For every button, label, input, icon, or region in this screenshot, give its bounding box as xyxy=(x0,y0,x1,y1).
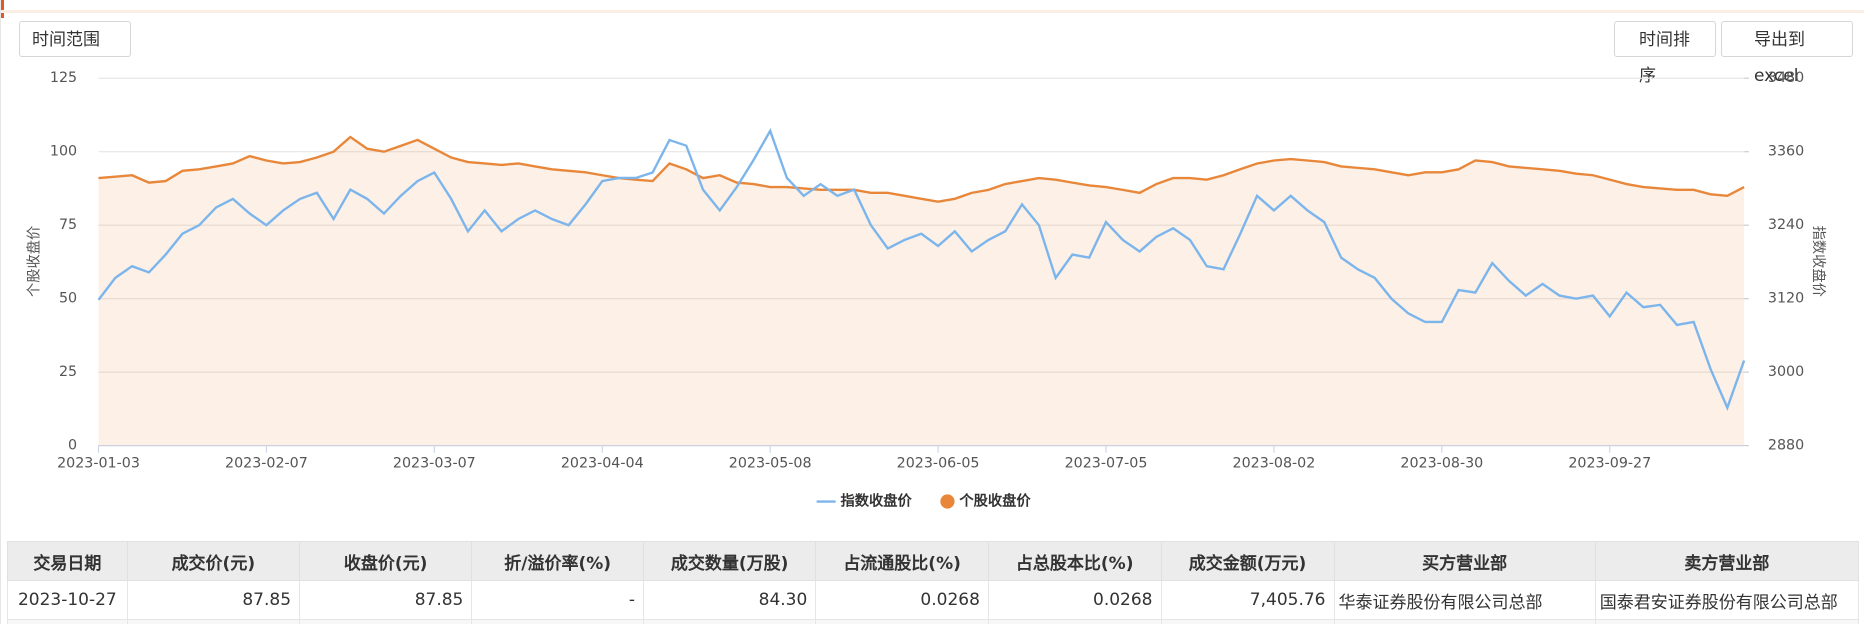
table-cell xyxy=(299,619,473,624)
x-tick-label: 2023-07-05 xyxy=(1065,455,1148,471)
trade-table: 交易日期 成交价(元) 收盘价(元) 折/溢价率(%) 成交数量(万股) 占流通股比(%)… xyxy=(7,541,1860,624)
x-tick-label: 2023-02-07 xyxy=(225,455,308,471)
y-tick-label: 25 xyxy=(59,364,77,380)
table-cell: 84.30 xyxy=(642,580,817,620)
table-cell xyxy=(7,619,128,624)
y2-tick-label: 3000 xyxy=(1768,364,1804,380)
table-row: 2023-10-27 87.85 87.85-84.30 0.0268 0.0268 7,… xyxy=(7,580,1860,620)
column-header: 买方营业部 xyxy=(1333,541,1596,581)
y2-tick-label: 3240 xyxy=(1768,217,1804,233)
x-tick-label: 2023-01-03 xyxy=(57,455,140,471)
table-cell: 7,405.76 xyxy=(1160,580,1335,620)
column-header: 折/溢价率(%) xyxy=(471,541,644,581)
x-tick-label: 2023-04-04 xyxy=(561,455,644,471)
x-tick-label: 2023-09-27 xyxy=(1568,455,1651,471)
table-row xyxy=(7,619,1860,624)
table-cell: 国泰君安证券股份有限公司总部 xyxy=(1594,580,1860,620)
y2-tick-label: 3360 xyxy=(1768,144,1804,160)
area xyxy=(98,136,1745,446)
y-tick-label: 100 xyxy=(50,144,77,160)
table-cell: 0.0268 xyxy=(987,580,1162,620)
x-tick-label: 2023-03-07 xyxy=(393,455,476,471)
table-cell: 87.85 xyxy=(126,580,301,620)
column-header: 成交数量(万股) xyxy=(642,541,817,581)
x-tick-label: 2023-08-30 xyxy=(1400,455,1483,471)
chart: 个股收盘价 指数收盘价 0 25 50 75 100 125 2880 3000 3120 324… xyxy=(24,70,1828,510)
range-button[interactable]: 时间范围 xyxy=(19,21,131,57)
y-tick-label: 125 xyxy=(50,70,77,86)
x-tick-label: 2023-05-08 xyxy=(729,455,812,471)
legend-label: 个股收盘价 xyxy=(958,492,1031,510)
column-header: 成交金额(万元) xyxy=(1160,541,1335,581)
table-cell: - xyxy=(471,580,644,620)
y-tick-label: 0 xyxy=(68,438,77,454)
y-tick-label: 50 xyxy=(59,291,77,307)
sort-label: 时间排序 xyxy=(1639,30,1690,86)
table-cell xyxy=(815,619,989,624)
table-cell xyxy=(1160,619,1335,624)
table-cell xyxy=(1333,619,1596,624)
column-header: 占流通股比(%) xyxy=(815,541,989,581)
table-cell xyxy=(642,619,817,624)
legend-label: 指数收盘价 xyxy=(840,492,912,510)
column-header: 成交价(元) xyxy=(126,541,301,581)
column-header: 交易日期 xyxy=(7,541,128,581)
x-tick-label: 2023-06-05 xyxy=(897,455,980,471)
table-cell: 2023-10-27 xyxy=(7,580,128,620)
y-tick-label: 75 xyxy=(59,217,77,233)
toolbar: 时间范围 时间排序 导出到excel xyxy=(1,0,1864,86)
y-axis-label: 个股收盘价 xyxy=(24,226,42,297)
line xyxy=(97,128,1746,411)
x-tick-label: 2023-08-02 xyxy=(1233,455,1316,471)
header-row: 交易日期 成交价(元) 收盘价(元) 折/溢价率(%) 成交数量(万股) 占流通股比(%)… xyxy=(7,541,1860,581)
legend-marker xyxy=(940,494,955,509)
table-body: 2023-10-27 87.85 87.85-84.30 0.0268 0.0268 7,… xyxy=(7,580,1860,624)
column-header: 收盘价(元) xyxy=(299,541,473,581)
table-cell xyxy=(987,619,1162,624)
table-cell xyxy=(1594,619,1860,624)
line xyxy=(98,135,1745,203)
column-header: 占总股本比(%) xyxy=(987,541,1162,581)
table-cell xyxy=(126,619,301,624)
table-cell: 0.0268 xyxy=(815,580,989,620)
y2-tick-label: 3480 xyxy=(1768,70,1804,86)
column-header: 卖方营业部 xyxy=(1594,541,1860,581)
table-cell xyxy=(471,619,644,624)
table-cell: 华泰证券股份有限公司总部 xyxy=(1333,580,1596,620)
y2-tick-label: 2880 xyxy=(1768,438,1804,454)
y2-tick-label: 3120 xyxy=(1768,291,1804,307)
y2-axis-label: 指数收盘价 xyxy=(1810,226,1828,297)
export-button[interactable]: 导出到excel xyxy=(1721,21,1853,86)
divider xyxy=(1,10,1864,13)
title-marker xyxy=(1,0,4,18)
export-label: 导出到excel xyxy=(1754,30,1805,86)
sort-button[interactable]: 时间排序 xyxy=(1614,21,1716,86)
table-cell: 87.85 xyxy=(299,580,473,620)
